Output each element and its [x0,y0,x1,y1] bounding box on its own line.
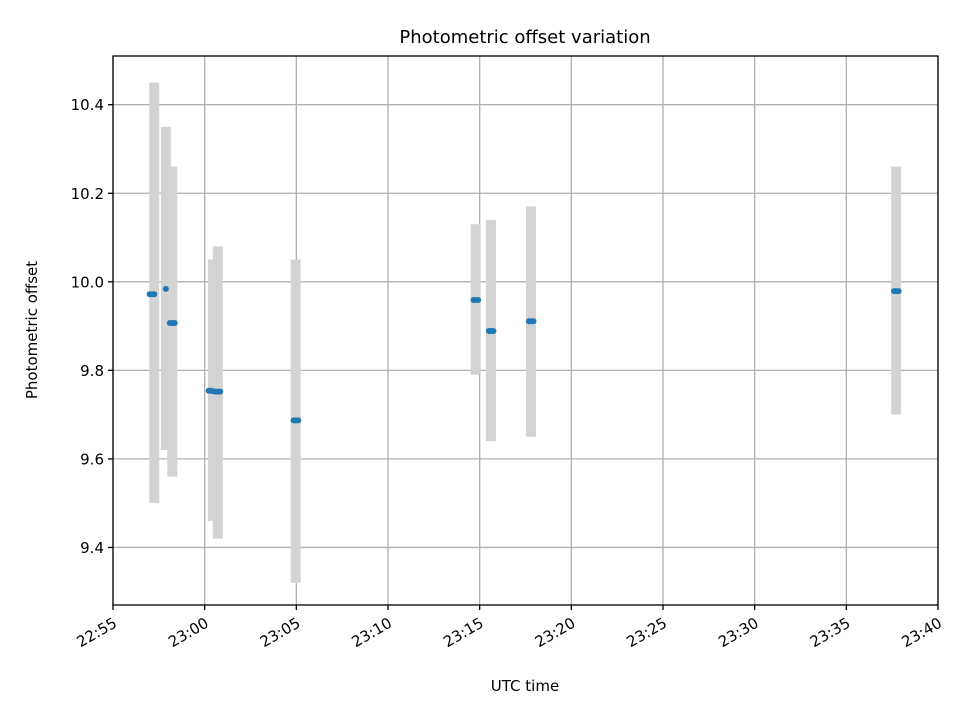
plot-area-frame [112,55,939,606]
data-point [217,388,224,395]
data-point [530,318,537,325]
y-axis-label: Photometric offset [23,261,41,399]
y-tick-label: 10.2 [71,185,104,203]
y-axis-ticks: 9.4 9.6 9.8 10.0 10.2 10.4 [71,96,113,557]
data-point [162,285,169,292]
data-point [475,296,482,303]
y-tick-label: 10.0 [71,273,104,291]
y-tick-label: 10.4 [71,96,104,114]
y-tick-label: 9.8 [80,362,104,380]
y-tick-label: 9.6 [80,450,104,468]
data-point [295,417,302,424]
data-point [490,327,497,334]
data-point [171,319,178,326]
chart-title: Photometric offset variation [399,27,650,48]
x-axis-label: UTC time [491,677,559,695]
data-point [895,288,902,295]
data-points [146,285,902,424]
data-point [151,291,158,298]
y-tick-label: 9.4 [80,539,104,557]
